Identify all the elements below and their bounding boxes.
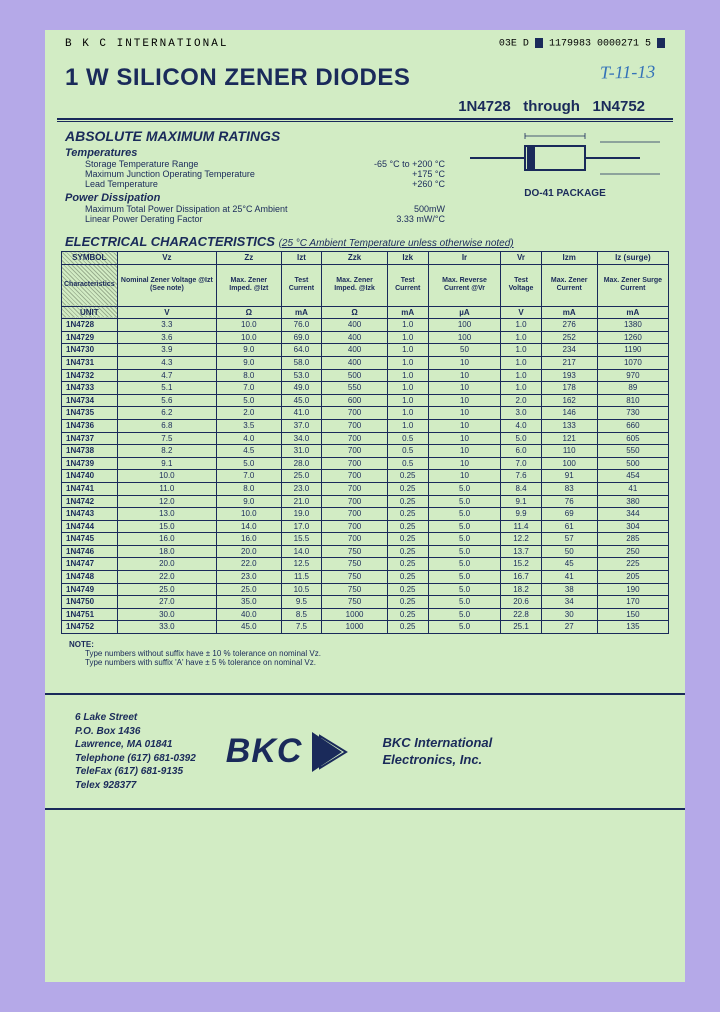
col-char: Max. Reverse Current @Vr [428,264,501,306]
col-unit: mA [541,306,597,319]
abs-title: ABSOLUTE MAXIMUM RATINGS [65,128,445,144]
col-symbol: Izm [541,252,597,265]
barcode-block [535,38,543,48]
table-row: 1N474618.020.014.07500.255.013.750250 [62,545,669,558]
footer: 6 Lake StreetP.O. Box 1436Lawrence, MA 0… [45,693,685,810]
rating-line: Storage Temperature Range-65 °C to +200 … [65,159,445,169]
table-row: 1N47366.83.537.07001.0104.0133660 [62,419,669,432]
logo-shape [312,732,352,772]
col-symbol: Ir [428,252,501,265]
rating-line: Linear Power Derating Factor3.33 mW/°C [65,214,445,224]
table-row: 1N474822.023.011.57500.255.016.741205 [62,571,669,584]
col-unit: V [117,306,217,319]
col-symbol: Zz [217,252,281,265]
col-unit: mA [281,306,322,319]
col-unit: Ω [217,306,281,319]
symbol-header: SYMBOL [62,252,118,265]
col-unit: Ω [322,306,387,319]
table-row: 1N474720.022.012.57500.255.015.245225 [62,558,669,571]
table-row: 1N47356.22.041.07001.0103.0146730 [62,407,669,420]
col-symbol: Izt [281,252,322,265]
col-char: Test Current [281,264,322,306]
logo-text: BKC [226,732,303,771]
col-char: Max. Zener Imped. @Izt [217,264,281,306]
note-line: Type numbers with suffix 'A' have ± 5 % … [69,658,661,667]
rating-line: Maximum Total Power Dissipation at 25°C … [65,204,445,214]
table-row: 1N474925.025.010.57500.255.018.238190 [62,583,669,596]
characteristics-table: SYMBOLVzZzIztZzkIzkIrVrIzmIz (surge) Cha… [61,251,669,634]
unit-header: UNIT [62,306,118,319]
table-row: 1N474212.09.021.07000.255.09.176380 [62,495,669,508]
table-row: 1N47324.78.053.05001.0101.0193970 [62,369,669,382]
col-char: Test Current [387,264,428,306]
table-row: 1N47335.17.049.05501.0101.017889 [62,382,669,395]
col-symbol: Vr [501,252,541,265]
col-char: Test Voltage [501,264,541,306]
footer-address: 6 Lake StreetP.O. Box 1436Lawrence, MA 0… [75,711,196,792]
char-header: Characteristics [62,264,118,306]
rating-line: Maximum Junction Operating Temperature+1… [65,169,445,179]
col-char: Nominal Zener Voltage @Izt (See note) [117,264,217,306]
document-page: B K C INTERNATIONAL 03E D 1179983 000027… [45,30,685,982]
col-unit: mA [597,306,668,319]
notes-block: NOTE: Type numbers without suffix have ±… [45,634,685,673]
col-char: Max. Zener Current [541,264,597,306]
footer-logo: BKC [226,732,353,772]
company-name-header: B K C INTERNATIONAL [65,38,228,50]
col-symbol: Vz [117,252,217,265]
col-unit: mA [387,306,428,319]
table-row: 1N475130.040.08.510000.255.022.830150 [62,608,669,621]
note-heading: NOTE: [69,640,661,649]
package-diagram [465,128,665,188]
power-label: Power Dissipation [65,192,445,204]
subtitle: 1N4728 through 1N4752 [45,94,685,118]
table-row: 1N474313.010.019.07000.255.09.969344 [62,508,669,521]
note-line: Type numbers without suffix have ± 10 % … [69,649,661,658]
table-row: 1N474415.014.017.07000.255.011.461304 [62,520,669,533]
col-symbol: Zzk [322,252,387,265]
package-diagram-block: DO-41 PACKAGE [465,128,665,224]
absolute-ratings-section: ABSOLUTE MAXIMUM RATINGS Temperatures St… [45,122,685,230]
barcode-block [657,38,665,48]
table-row: 1N47345.65.045.06001.0102.0162810 [62,394,669,407]
handwritten-note: T-11-13 [599,62,655,84]
top-header: B K C INTERNATIONAL 03E D 1179983 000027… [45,30,685,54]
footer-company: BKC International Electronics, Inc. [382,735,492,769]
table-row: 1N47293.610.069.04001.01001.02521260 [62,331,669,344]
rating-line: Lead Temperature+260 °C [65,179,445,189]
table-row: 1N475027.035.09.57500.255.020.634170 [62,596,669,609]
col-symbol: Iz (surge) [597,252,668,265]
table-row: 1N474010.07.025.07000.25107.691454 [62,470,669,483]
table-row: 1N474516.016.015.57000.255.012.257285 [62,533,669,546]
temps-label: Temperatures [65,147,445,159]
col-unit: V [501,306,541,319]
elec-title: ELECTRICAL CHARACTERISTICS (25 °C Ambien… [45,230,685,251]
table-row: 1N47388.24.531.07000.5106.0110550 [62,445,669,458]
table-row: 1N474111.08.023.07000.255.08.48341 [62,482,669,495]
title-row: 1 W SILICON ZENER DIODES T-11-13 [45,54,685,94]
doc-code: 03E D 1179983 0000271 5 [499,38,665,50]
ratings-text: ABSOLUTE MAXIMUM RATINGS Temperatures St… [65,128,445,224]
table-row: 1N475233.045.07.510000.255.025.127135 [62,621,669,634]
table-row: 1N47314.39.058.04001.0101.02171070 [62,356,669,369]
table-row: 1N47377.54.034.07000.5105.0121605 [62,432,669,445]
table-row: 1N47399.15.028.07000.5107.0100500 [62,457,669,470]
table-row: 1N47283.310.076.04001.01001.02761380 [62,319,669,332]
col-char: Max. Zener Surge Current [597,264,668,306]
col-unit: µA [428,306,501,319]
col-symbol: Izk [387,252,428,265]
col-char: Max. Zener Imped. @Izk [322,264,387,306]
table-row: 1N47303.99.064.04001.0501.02341190 [62,344,669,357]
main-title: 1 W SILICON ZENER DIODES [65,64,665,92]
package-label: DO-41 PACKAGE [465,188,665,199]
